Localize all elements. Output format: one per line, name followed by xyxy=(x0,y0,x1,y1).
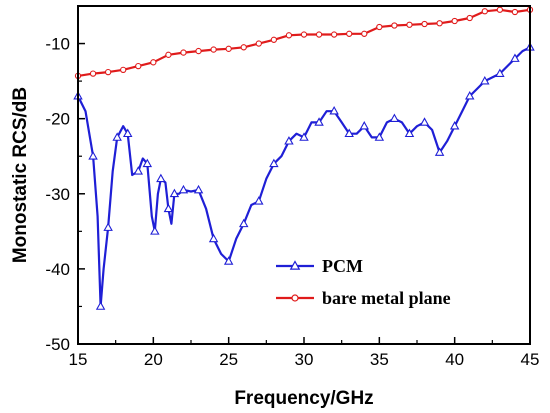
data-point xyxy=(193,184,204,194)
data-point xyxy=(133,166,144,175)
legend-marker-bare-metal-plane xyxy=(291,294,299,302)
data-point xyxy=(142,158,153,168)
legend-label-bare-metal-plane: bare metal plane xyxy=(322,288,451,308)
data-point xyxy=(495,68,505,77)
data-point xyxy=(156,173,166,183)
data-point xyxy=(225,45,232,52)
data-point xyxy=(406,21,413,28)
data-point xyxy=(344,128,354,138)
data-point xyxy=(359,121,370,130)
tick-labels: 15 20 25 30 35 40 45 -50 -40 -30 -20 -10 xyxy=(45,35,539,369)
data-point xyxy=(299,132,309,141)
data-point xyxy=(169,188,180,198)
data-point xyxy=(404,128,415,138)
data-point xyxy=(112,132,122,141)
y-tick-label--10: -10 xyxy=(45,35,70,54)
data-point xyxy=(208,233,219,243)
data-point xyxy=(421,20,428,28)
data-point xyxy=(165,51,172,58)
legend-entry-bare-metal-plane: bare metal plane xyxy=(276,288,451,308)
legend-marker-pcm xyxy=(289,260,301,270)
legend: PCM bare metal plane xyxy=(276,256,451,308)
data-point xyxy=(511,8,519,16)
data-point xyxy=(314,117,324,126)
data-point xyxy=(361,30,368,37)
data-point xyxy=(255,40,262,47)
data-point xyxy=(510,53,520,62)
data-point xyxy=(269,158,279,168)
data-point xyxy=(346,30,353,37)
y-axis-title: Monostatic RCS/dB xyxy=(10,87,31,263)
data-point xyxy=(122,128,133,138)
data-point xyxy=(135,62,142,70)
data-point xyxy=(434,147,445,156)
data-point xyxy=(330,31,338,38)
x-tick-label-20: 20 xyxy=(144,350,163,369)
data-point xyxy=(150,226,160,235)
data-point xyxy=(223,256,234,265)
data-point xyxy=(89,70,97,77)
legend-label-pcm: PCM xyxy=(322,256,363,276)
data-point xyxy=(150,59,157,66)
x-tick-label-35: 35 xyxy=(370,350,389,369)
data-point xyxy=(163,203,174,213)
data-point xyxy=(238,218,249,228)
legend-entry-pcm: PCM xyxy=(276,256,363,276)
x-tick-label-45: 45 xyxy=(521,350,540,369)
data-point xyxy=(436,20,443,27)
data-point xyxy=(120,66,127,73)
data-point xyxy=(466,14,473,22)
data-point xyxy=(391,22,398,29)
data-point xyxy=(315,31,323,38)
data-point xyxy=(95,301,106,310)
data-point xyxy=(496,6,504,13)
data-point xyxy=(180,49,187,56)
data-point xyxy=(88,151,98,160)
data-point xyxy=(285,32,293,39)
series-bare-metal-plane xyxy=(74,6,534,80)
y-tick-label--30: -30 xyxy=(45,185,70,204)
data-point xyxy=(464,91,475,100)
data-point xyxy=(210,46,217,53)
data-point xyxy=(449,121,460,130)
data-point xyxy=(195,47,202,55)
series-pcm xyxy=(73,42,535,310)
data-point xyxy=(329,106,339,115)
data-point xyxy=(103,222,113,231)
x-tick-label-40: 40 xyxy=(445,350,464,369)
y-tick-label--20: -20 xyxy=(45,110,70,129)
data-point xyxy=(451,17,458,25)
data-point xyxy=(481,8,488,15)
data-point xyxy=(254,196,264,205)
data-point xyxy=(389,113,400,123)
data-point xyxy=(419,117,430,126)
data-point xyxy=(178,184,189,194)
data-point xyxy=(284,136,294,145)
y-tick-label--50: -50 xyxy=(45,335,70,354)
series-line xyxy=(77,8,531,77)
x-tick-label-15: 15 xyxy=(69,350,88,369)
data-point xyxy=(270,36,278,43)
data-point xyxy=(480,75,490,85)
data-point xyxy=(376,23,383,31)
data-point xyxy=(104,68,112,76)
x-tick-label-25: 25 xyxy=(219,350,238,369)
series-line xyxy=(77,46,531,308)
data-point xyxy=(240,44,247,51)
x-tick-label-30: 30 xyxy=(295,350,314,369)
data-point xyxy=(300,31,308,38)
series-layer xyxy=(73,6,535,310)
plot-frame xyxy=(77,5,531,345)
y-tick-label--40: -40 xyxy=(45,260,70,279)
x-axis-title: Frequency/GHz xyxy=(234,388,373,409)
data-point xyxy=(374,132,385,141)
